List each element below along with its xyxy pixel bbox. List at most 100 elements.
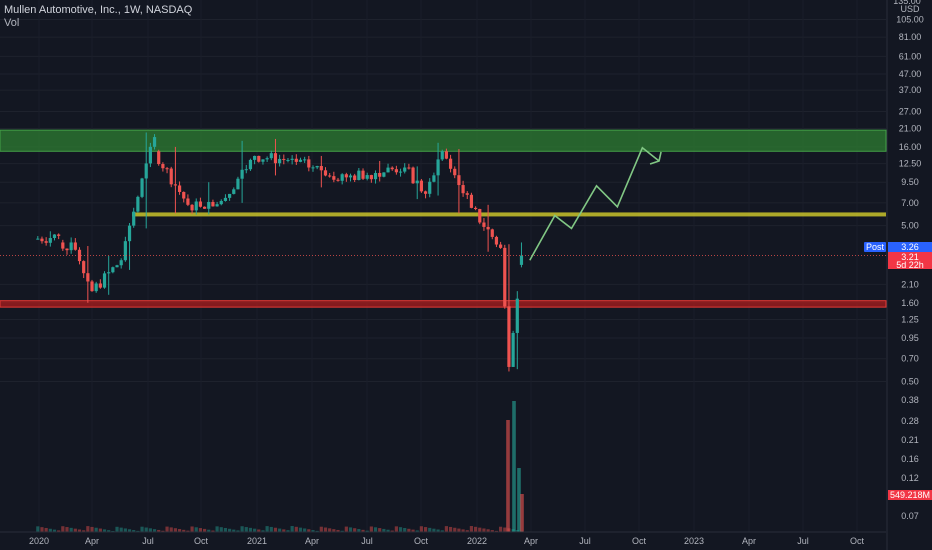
candle-body: [165, 168, 169, 170]
volume-tick-label: 0.12: [901, 473, 919, 483]
candle-body: [507, 306, 511, 367]
chart-legend: Mullen Automotive, Inc., 1W, NASDAQ Vol: [4, 4, 192, 30]
volume-bar: [86, 526, 90, 532]
time-axis[interactable]: 2020 Apr Jul Oct 2021 Apr Jul Oct 2022 Apr Jul Oct 2…: [0, 0, 888, 550]
projection-arrow: [529, 146, 662, 261]
volume-bar: [294, 526, 298, 532]
volume-bar: [253, 528, 257, 532]
volume-bar: [223, 527, 228, 532]
volume-bar: [265, 526, 269, 532]
volume-bar: [236, 530, 240, 532]
time-tick-label: Oct: [194, 536, 209, 546]
volume-bar: [440, 530, 444, 532]
volume-bar: [140, 526, 144, 532]
time-tick-label: 2023: [684, 536, 704, 546]
symbol-title[interactable]: Mullen Automotive, Inc., 1W, NASDAQ: [4, 4, 193, 16]
candle-body: [373, 172, 378, 180]
volume-bar: [173, 528, 177, 532]
candle-body: [36, 238, 40, 240]
price-tick-label: 135.00: [893, 0, 921, 6]
volume-label[interactable]: Vol: [4, 17, 20, 29]
candle-body: [198, 201, 203, 207]
candle-body: [148, 146, 152, 164]
time-tick-label: Apr: [85, 536, 99, 546]
volume-spike-bar: [506, 420, 510, 532]
candle-body: [461, 185, 465, 194]
candle-body: [82, 261, 86, 274]
volume-bar: [148, 528, 152, 532]
candle-body: [98, 283, 102, 288]
candle-body: [478, 209, 482, 223]
candle-body: [232, 189, 236, 194]
candle-body: [407, 167, 411, 169]
candle-body: [298, 159, 303, 162]
arrowhead-icon: [649, 151, 662, 165]
candle-body: [448, 158, 453, 169]
candle-body: [457, 175, 461, 186]
volume-bar: [394, 526, 398, 532]
candle-body: [403, 167, 407, 172]
candle-body: [269, 153, 273, 159]
candle-body: [436, 159, 440, 176]
volume-bar: [465, 530, 469, 532]
volume-bar: [282, 529, 286, 532]
time-tick-label: Oct: [632, 536, 647, 546]
price-tick-label: 12.50: [899, 159, 922, 169]
candle-body: [40, 238, 44, 242]
candle-body: [432, 175, 436, 182]
candle-body: [52, 234, 57, 239]
volume-bar: [269, 526, 273, 532]
candle-body: [328, 175, 332, 177]
volume-bar: [65, 527, 69, 532]
candle-body: [48, 238, 52, 243]
volume-bar: [482, 528, 486, 532]
volume-bar: [390, 530, 394, 532]
volume-bar: [432, 528, 436, 532]
volume-bar: [444, 526, 449, 532]
last-price-badge: [888, 252, 932, 269]
volume-bars: [36, 401, 524, 532]
candlestick-series: [0, 132, 886, 372]
price-axis[interactable]: 105.00 81.00 61.00 47.00 37.00 27.00 21.00 16.0…: [893, 0, 924, 521]
volume-bar: [303, 528, 307, 532]
candle-body: [519, 255, 524, 265]
volume-bar: [307, 529, 311, 532]
candle-body: [257, 155, 261, 162]
candle-body: [365, 175, 369, 179]
candle-body: [340, 174, 344, 181]
candle-body: [494, 236, 499, 245]
volume-bar: [82, 530, 86, 532]
volume-bar: [232, 529, 236, 532]
price-tick-label: 81.00: [899, 32, 922, 42]
candle-body: [311, 167, 315, 169]
candle-body: [315, 166, 319, 168]
candle-body: [86, 273, 90, 282]
volume-bar: [198, 528, 203, 532]
time-tick-label: Jul: [579, 536, 591, 546]
volume-bar: [448, 526, 453, 532]
volume-bar: [123, 528, 127, 532]
candle-body: [44, 241, 48, 243]
volume-bar: [127, 529, 132, 532]
post-label-badge: [864, 242, 886, 252]
candle-body: [294, 158, 298, 162]
resistance-zone: [0, 129, 887, 152]
volume-tick-label: 0.07: [901, 511, 919, 521]
candle-body: [382, 172, 386, 177]
time-tick-label: Apr: [524, 536, 538, 546]
volume-bar: [323, 527, 328, 532]
volume-bar: [194, 527, 198, 532]
last-price-value: 3.21: [901, 252, 919, 262]
volume-bar: [165, 526, 169, 532]
price-tick-label: 105.00: [896, 15, 924, 25]
candle-body: [503, 247, 507, 307]
time-tick-label: Jul: [797, 536, 809, 546]
candle-body: [253, 155, 257, 160]
volume-bar: [378, 528, 382, 532]
candle-body: [94, 283, 98, 292]
candle-body: [473, 207, 478, 210]
candle-body: [394, 169, 398, 173]
candle-body: [57, 234, 61, 236]
